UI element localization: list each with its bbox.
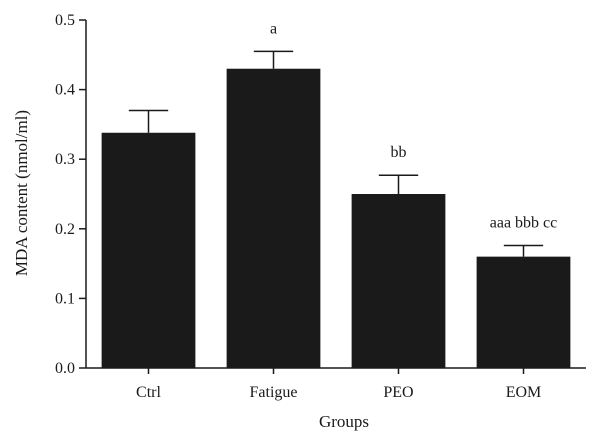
y-axis-label: MDA content (nmol/ml) (12, 110, 31, 276)
y-tick-label: 0.5 (55, 12, 75, 29)
y-tick-label: 0.0 (55, 360, 75, 377)
x-tick-label: EOM (506, 384, 542, 401)
bar-fatigue (226, 68, 321, 368)
significance-label: a (270, 20, 277, 37)
bar-ctrl (101, 132, 196, 368)
y-tick-label: 0.4 (55, 82, 75, 99)
y-tick-label: 0.3 (55, 151, 75, 168)
x-axis-label: Groups (319, 412, 369, 431)
y-axis: 0.0 0.1 0.2 0.3 0.4 0.5 (55, 12, 87, 377)
x-tick-label: Ctrl (136, 384, 161, 401)
x-tick-label: PEO (383, 384, 413, 401)
x-tick-label: Fatigue (250, 384, 298, 401)
bar-eom (476, 256, 571, 368)
y-tick-label: 0.1 (55, 290, 75, 307)
bar-peo (351, 194, 446, 368)
bars: a bb aaa bbb cc (101, 20, 571, 368)
significance-label: bb (391, 144, 407, 161)
y-tick-label: 0.2 (55, 221, 75, 238)
x-axis: Ctrl Fatigue PEO EOM (86, 367, 586, 401)
significance-label: aaa bbb cc (490, 215, 558, 232)
